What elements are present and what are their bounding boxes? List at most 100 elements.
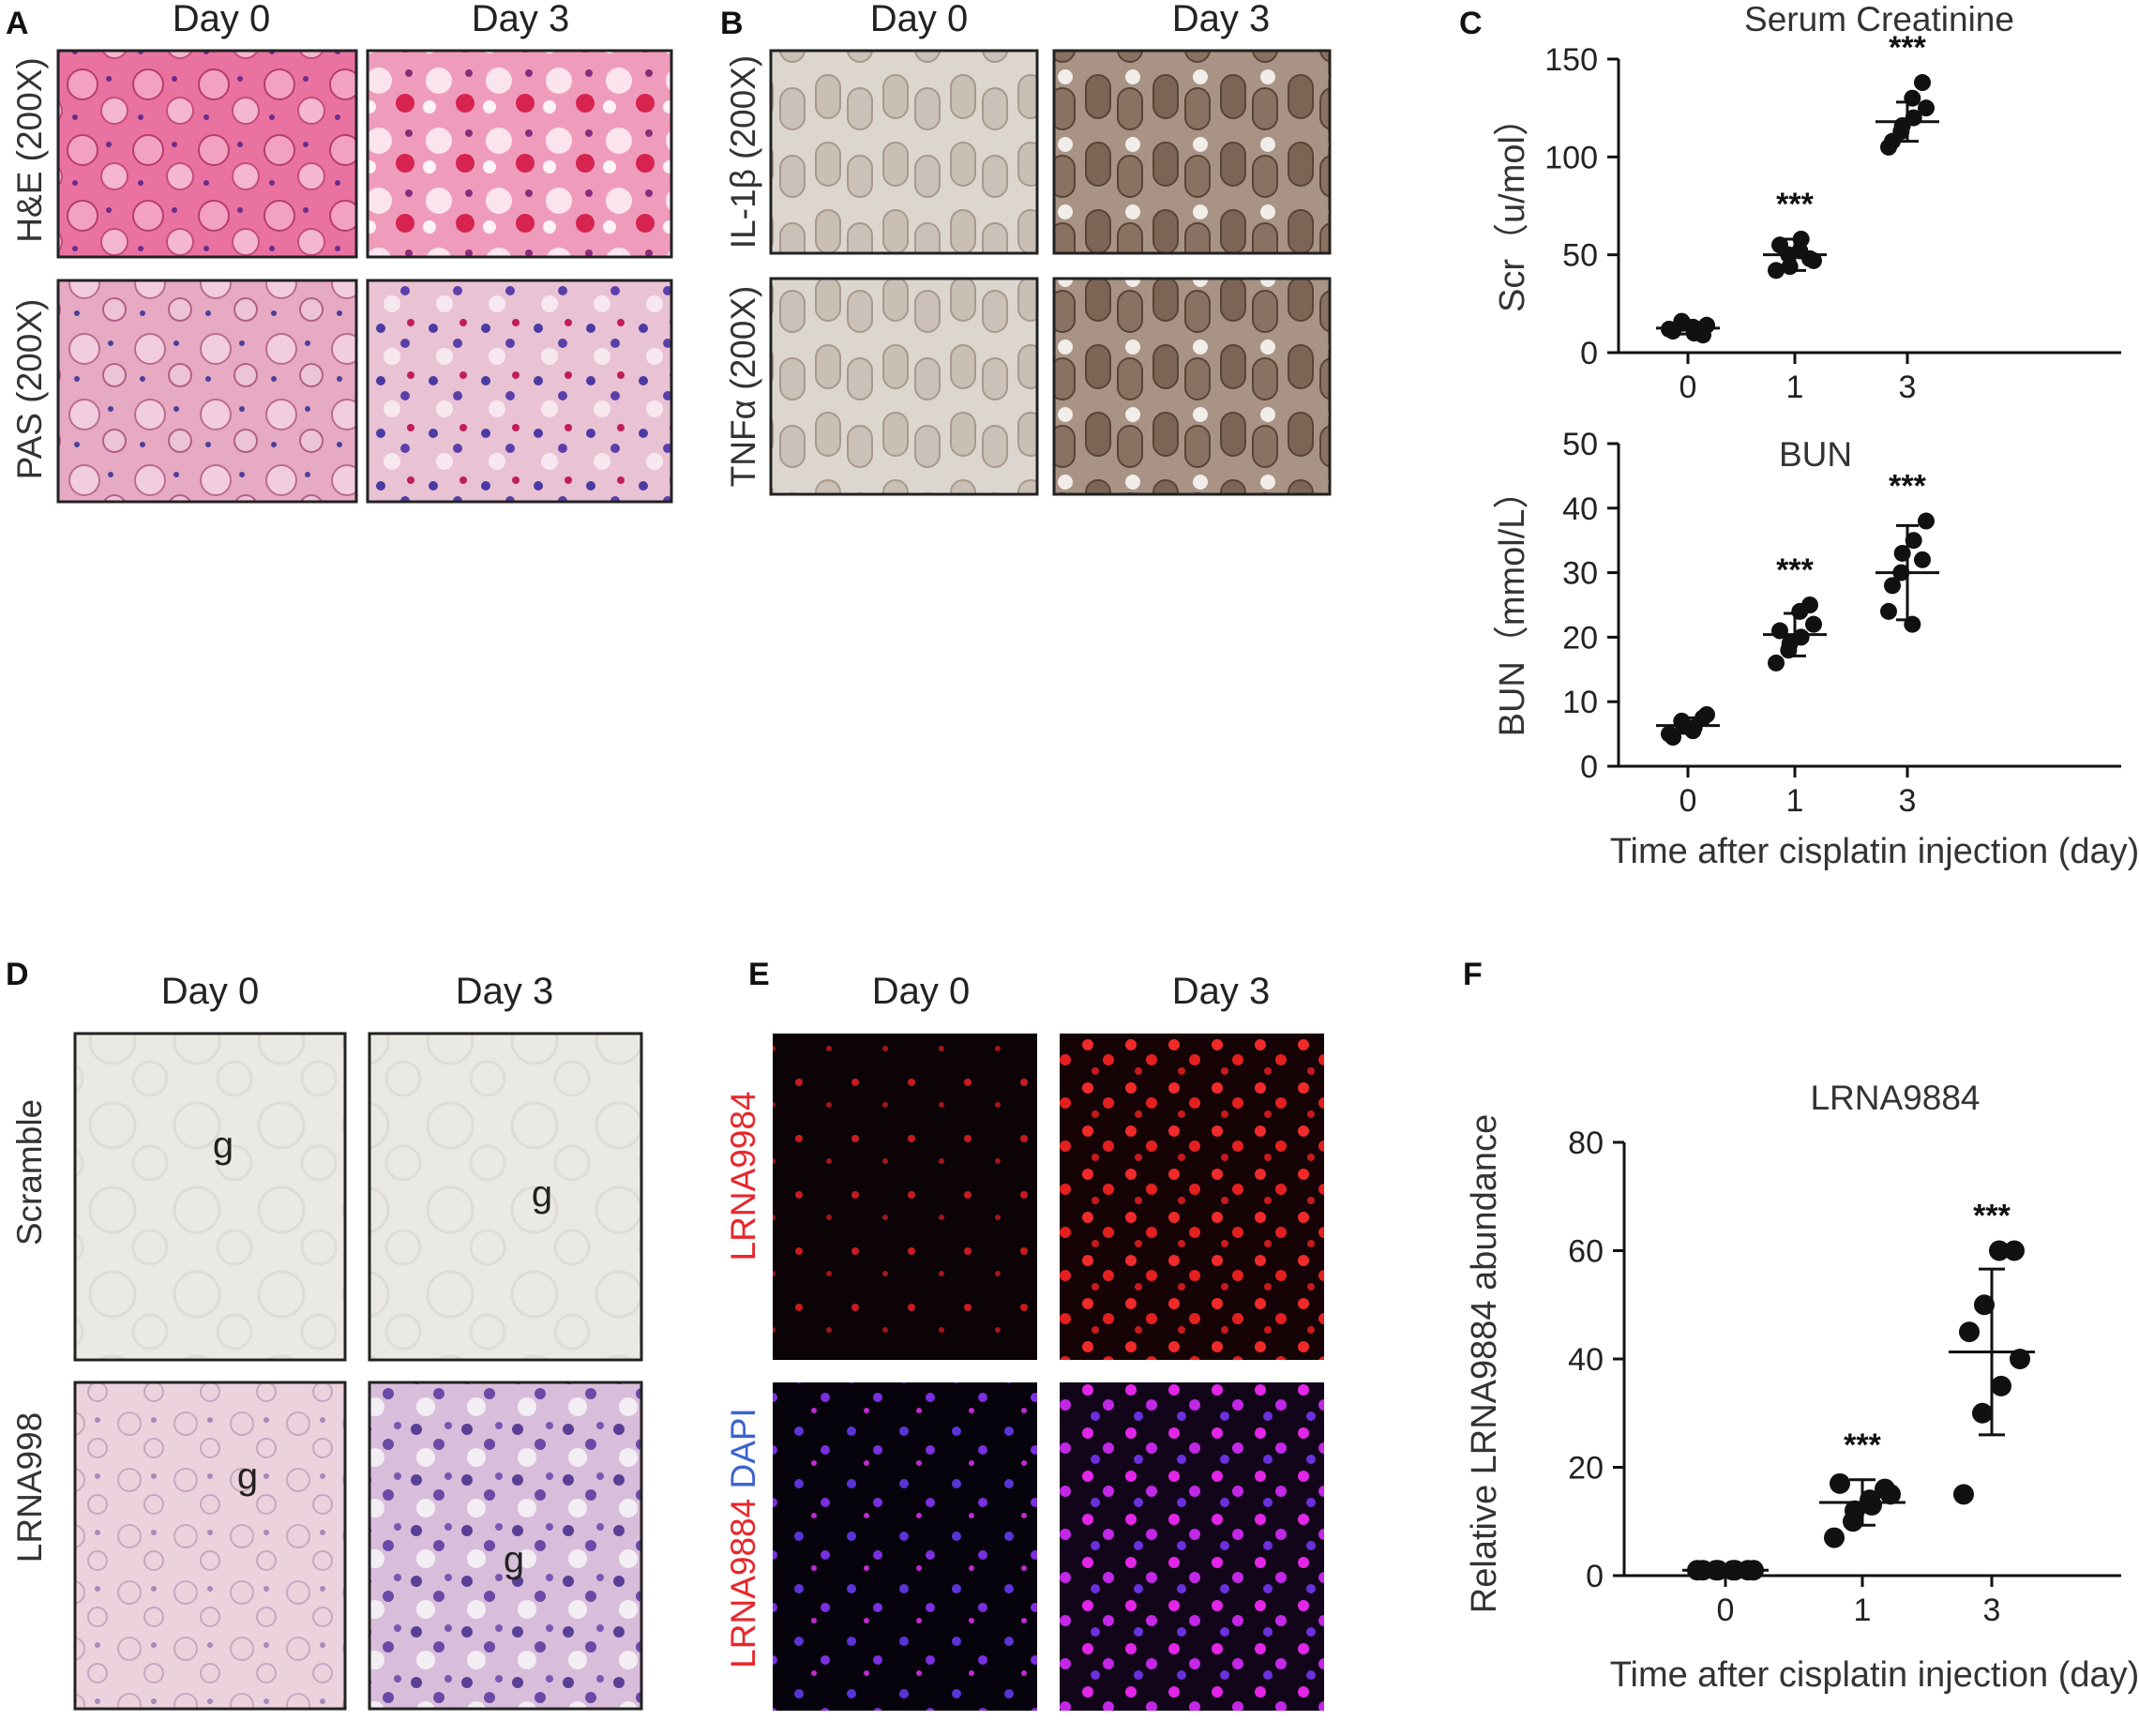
panel-a-row-he: H&E (200X) bbox=[10, 57, 49, 242]
y-tick-label: 0 bbox=[1580, 749, 1598, 785]
data-point bbox=[1914, 74, 1931, 92]
y-tick-label: 0 bbox=[1580, 336, 1598, 371]
il1b-day3-micrograph bbox=[1054, 51, 1330, 253]
significance-label: *** bbox=[1889, 30, 1926, 66]
significance-label: *** bbox=[1973, 1199, 2011, 1234]
data-point bbox=[1905, 532, 1922, 550]
glomerulus-marker: g bbox=[213, 1125, 233, 1166]
data-point bbox=[1768, 262, 1785, 279]
panel-letter-b: B bbox=[720, 6, 744, 41]
panel-e-label-dapi: DAPI bbox=[724, 1408, 762, 1488]
data-point bbox=[1860, 1489, 1880, 1511]
scramble-day3-micrograph bbox=[369, 1034, 641, 1360]
x-tick-label: 0 bbox=[1680, 783, 1697, 819]
panel-e-row-merge: LRNA9884 DAPI bbox=[724, 1408, 762, 1668]
data-point bbox=[1830, 1472, 1850, 1494]
y-tick-label: 10 bbox=[1562, 685, 1598, 720]
pas-day3-micrograph bbox=[368, 280, 671, 502]
x-tick-label: 3 bbox=[1899, 370, 1917, 405]
il1b-day0-micrograph bbox=[771, 51, 1037, 253]
y-tick-label: 60 bbox=[1568, 1234, 1604, 1270]
panel-e-col-day0: Day 0 bbox=[872, 971, 971, 1012]
panel-a-col-day0: Day 0 bbox=[173, 0, 271, 39]
panel-b-col-day0: Day 0 bbox=[870, 0, 969, 39]
data-point bbox=[1959, 1321, 1980, 1343]
significance-label: *** bbox=[1889, 469, 1926, 505]
panel-b-row-tnfa: TNFα (200X) bbox=[724, 286, 762, 488]
data-point bbox=[2010, 1349, 2030, 1369]
panel-b: B Day 0 Day 3 IL-1β (200X) TNFα (200X) bbox=[720, 0, 1332, 496]
fish-lrna-day3-image bbox=[1060, 1034, 1324, 1360]
data-point bbox=[1824, 1527, 1845, 1548]
he-day0-micrograph bbox=[58, 51, 356, 257]
fish-merge-day3-image bbox=[1060, 1382, 1324, 1711]
panel-letter-d: D bbox=[6, 957, 29, 992]
panel-letter-c: C bbox=[1459, 6, 1483, 41]
y-tick-label: 20 bbox=[1562, 620, 1598, 656]
data-point bbox=[1801, 249, 1818, 267]
panel-f: F 0 20 40 60 80 0 1 3 LRNA9884 Relative LRNA9884 … bbox=[1463, 957, 2139, 1695]
data-point bbox=[1989, 1240, 2010, 1261]
y-axis-label: Scr（u/mol） bbox=[1493, 100, 1532, 312]
data-point bbox=[1974, 1294, 1995, 1316]
data-point bbox=[1914, 551, 1931, 568]
y-tick-label: 20 bbox=[1568, 1451, 1604, 1487]
data-point bbox=[1768, 654, 1785, 672]
x-tick-label: 3 bbox=[1899, 783, 1917, 819]
serum-creatinine-chart: 0 50 100 150 0 1 3 Serum Creatinine Scr（u/mol） **… bbox=[1493, 0, 2121, 405]
panel-e-col-day3: Day 3 bbox=[1172, 971, 1271, 1012]
panel-d-col-day0: Day 0 bbox=[161, 971, 260, 1012]
data-point bbox=[1805, 615, 1822, 633]
lrna998-day3-micrograph bbox=[369, 1382, 641, 1709]
glomerulus-marker: g bbox=[504, 1539, 524, 1580]
data-point bbox=[1953, 1484, 1974, 1505]
y-tick-label: 80 bbox=[1568, 1125, 1604, 1161]
x-tick-label: 1 bbox=[1786, 370, 1804, 405]
y-tick-label: 50 bbox=[1562, 427, 1598, 462]
data-point bbox=[1875, 1478, 1895, 1500]
data-point bbox=[1801, 596, 1818, 613]
panel-letter-e: E bbox=[748, 957, 770, 992]
data-point bbox=[2004, 1240, 2025, 1261]
panel-d-col-day3: Day 3 bbox=[456, 971, 554, 1012]
panel-e-label-lrna9884: LRNA9884 bbox=[724, 1499, 762, 1668]
y-tick-label: 30 bbox=[1562, 556, 1598, 592]
lrna998-day0-micrograph bbox=[75, 1382, 345, 1709]
x-tick-label: 3 bbox=[1983, 1593, 2001, 1628]
glomerulus-marker: g bbox=[532, 1173, 552, 1215]
x-axis-label: Time after cisplatin injection (day) bbox=[1610, 1655, 2139, 1695]
y-tick-label: 40 bbox=[1568, 1342, 1604, 1378]
panel-b-row-il1b: IL-1β (200X) bbox=[724, 55, 762, 249]
significance-label: *** bbox=[1776, 552, 1814, 588]
panel-d-row-lrna998: LRNA998 bbox=[10, 1412, 49, 1562]
scramble-day0-micrograph bbox=[75, 1034, 345, 1360]
x-tick-label: 0 bbox=[1680, 370, 1697, 405]
panel-b-col-day3: Day 3 bbox=[1172, 0, 1271, 39]
panel-e-row-lrna9984: LRNA9984 bbox=[724, 1091, 762, 1260]
chart-title: LRNA9884 bbox=[1810, 1079, 1980, 1117]
x-axis-label: Time after cisplatin injection (day) bbox=[1610, 832, 2139, 871]
tnfa-day0-micrograph bbox=[771, 279, 1037, 494]
chart-title: BUN bbox=[1779, 435, 1852, 474]
panel-letter-f: F bbox=[1463, 957, 1483, 992]
x-tick-label: 1 bbox=[1786, 783, 1804, 819]
y-tick-label: 100 bbox=[1544, 140, 1598, 175]
data-point bbox=[1880, 602, 1897, 620]
data-point bbox=[1695, 709, 1711, 727]
panel-a-col-day3: Day 3 bbox=[472, 0, 570, 39]
data-point bbox=[1884, 577, 1901, 595]
data-point bbox=[1884, 132, 1901, 150]
y-axis-label: Relative LRNA9884 abundance bbox=[1465, 1114, 1504, 1613]
data-point bbox=[1845, 1500, 1865, 1521]
panel-e: E Day 0 Day 3 LRNA9984 LRNA9884 DAPI bbox=[724, 957, 1324, 1711]
x-tick-label: 1 bbox=[1854, 1593, 1872, 1628]
panel-a-row-pas: PAS (200X) bbox=[10, 299, 49, 480]
panel-d: D Day 0 Day 3 Scramble LRNA998 g g g g bbox=[6, 957, 643, 1711]
data-point bbox=[1918, 512, 1935, 530]
panel-letter-a: A bbox=[6, 6, 29, 41]
significance-label: *** bbox=[1844, 1427, 1881, 1463]
panel-d-row-scramble: Scramble bbox=[10, 1099, 49, 1245]
y-tick-label: 150 bbox=[1544, 42, 1598, 78]
